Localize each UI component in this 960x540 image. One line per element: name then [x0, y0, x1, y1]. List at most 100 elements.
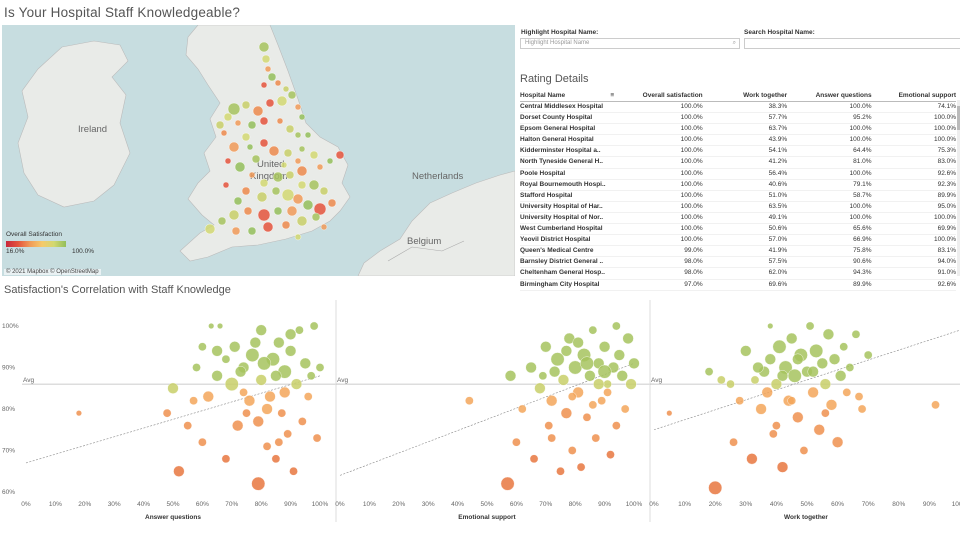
scatter-point[interactable] — [298, 417, 307, 426]
scatter-point[interactable] — [767, 323, 774, 330]
hospital-marker[interactable] — [319, 186, 329, 196]
hospital-marker[interactable] — [268, 145, 280, 157]
scatter-panel-2[interactable]: Avg 0% 10% 20% 30% 40% 50% 60% 70% 80% 90% 100% Work… — [649, 300, 960, 522]
col-work-together[interactable]: Work together — [743, 92, 788, 99]
hospital-marker[interactable] — [261, 54, 271, 64]
scatter-point[interactable] — [529, 454, 539, 464]
hospital-marker[interactable] — [234, 119, 242, 127]
hospital-marker[interactable] — [308, 179, 320, 191]
hospital-marker[interactable] — [265, 98, 275, 108]
scatter-point[interactable] — [851, 329, 861, 339]
scatter-point[interactable] — [666, 410, 673, 417]
hospital-marker[interactable] — [273, 206, 283, 216]
scatter-point[interactable] — [772, 339, 787, 354]
scatter-point[interactable] — [224, 377, 239, 392]
scatter-point[interactable] — [290, 378, 303, 390]
scatter-point[interactable] — [273, 336, 285, 349]
hospital-marker[interactable] — [294, 131, 302, 139]
hospital-marker[interactable] — [276, 117, 284, 125]
hospital-marker[interactable] — [326, 157, 334, 165]
scatter-point[interactable] — [807, 386, 819, 399]
search-input[interactable] — [744, 38, 960, 49]
hospital-marker[interactable] — [272, 171, 284, 183]
hospital-marker[interactable] — [231, 226, 241, 236]
scatter-point[interactable] — [603, 379, 612, 389]
scatter-point[interactable] — [198, 437, 207, 447]
scatter-point[interactable] — [606, 450, 615, 459]
scatter-panel-0[interactable]: Avg 60% 70% 80% 90% 100% 0% 10% 20% 30% 40% 50% 60% 7… — [2, 321, 340, 521]
scatter-point[interactable] — [625, 378, 637, 390]
scatter-point[interactable] — [208, 323, 215, 330]
hospital-marker[interactable] — [241, 186, 251, 196]
scatter-point[interactable] — [255, 374, 267, 386]
scatter-point[interactable] — [538, 371, 548, 381]
sort-icon[interactable]: ≡ — [610, 92, 615, 99]
scatter-point[interactable] — [557, 374, 570, 386]
scatter-point[interactable] — [512, 437, 521, 447]
scatter-point[interactable] — [560, 407, 572, 419]
hospital-marker[interactable] — [327, 198, 337, 208]
col-emotional-support[interactable]: Emotional support — [898, 92, 957, 99]
scatter-point[interactable] — [303, 392, 313, 401]
hospital-marker[interactable] — [282, 85, 290, 93]
hospital-marker[interactable] — [259, 116, 269, 126]
scatter-point[interactable] — [591, 433, 601, 443]
hospital-marker[interactable] — [247, 226, 257, 236]
scatter-point[interactable] — [270, 370, 282, 382]
table-row[interactable]: North Tyneside General H.. 100.0% 41.2% 81.… — [520, 157, 956, 169]
hospital-marker[interactable] — [227, 102, 241, 116]
hospital-marker[interactable] — [222, 181, 230, 189]
scatter-point[interactable] — [183, 421, 192, 430]
scatter-point[interactable] — [857, 404, 867, 414]
scatter-point[interactable] — [309, 321, 319, 331]
scatter-point[interactable] — [813, 424, 825, 436]
hospital-marker[interactable] — [224, 157, 232, 165]
table-row[interactable]: Barnsley District General .. 98.0% 57.5% 90… — [520, 257, 956, 269]
hospital-marker[interactable] — [256, 191, 268, 203]
scatter-point[interactable] — [588, 325, 598, 335]
scatter-point[interactable] — [799, 446, 809, 455]
table-row[interactable]: Stafford Hospital 100.0% 51.0% 58.7% 89.9% — [520, 191, 956, 202]
scatter-point[interactable] — [546, 395, 558, 407]
scatter-point[interactable] — [792, 411, 804, 423]
scatter-point[interactable] — [616, 370, 628, 382]
scatter-point[interactable] — [271, 454, 281, 464]
hospital-marker[interactable] — [204, 223, 216, 235]
hospital-marker[interactable] — [298, 113, 306, 121]
scatter-point[interactable] — [232, 419, 244, 432]
scatter-point[interactable] — [786, 332, 798, 345]
scatter-point[interactable] — [628, 357, 640, 369]
table-row[interactable]: Poole Hospital 100.0% 56.4% 100.0% 92.6% — [520, 169, 956, 180]
scatter-point[interactable] — [547, 433, 556, 443]
scatter-point[interactable] — [809, 344, 824, 358]
scatter-point[interactable] — [603, 388, 612, 397]
scatter-point[interactable] — [792, 353, 804, 365]
hospital-marker[interactable] — [313, 202, 327, 216]
scatter-point[interactable] — [162, 408, 172, 418]
scatter-point[interactable] — [816, 357, 828, 369]
scatter-point[interactable] — [567, 392, 577, 401]
map-attribution[interactable]: © 2021 Mapbox © OpenStreetMap — [4, 269, 101, 275]
hospital-marker[interactable] — [287, 90, 297, 100]
scatter-point[interactable] — [931, 400, 940, 410]
scatter-point[interactable] — [251, 476, 266, 491]
scatter-point[interactable] — [787, 368, 802, 383]
scatter-point[interactable] — [613, 349, 625, 361]
scatter-point[interactable] — [550, 352, 565, 367]
scatter-point[interactable] — [776, 461, 789, 473]
scatter-point[interactable] — [221, 354, 231, 364]
hospital-marker[interactable] — [215, 120, 225, 130]
col-hospital-name[interactable]: Hospital Name — [520, 92, 566, 99]
scatter-point[interactable] — [173, 465, 185, 477]
scatter-point[interactable] — [704, 367, 714, 376]
scatter-point[interactable] — [525, 361, 537, 374]
table-row[interactable]: University Hospital of Nor.. 100.0% 49.1% 1… — [520, 213, 956, 225]
scatter-point[interactable] — [189, 396, 198, 405]
hospital-marker[interactable] — [248, 171, 256, 179]
scatter-point[interactable] — [597, 364, 612, 379]
scatter-point[interactable] — [544, 421, 554, 430]
scatter-point[interactable] — [821, 408, 830, 418]
scatter-point[interactable] — [257, 356, 272, 371]
scatter-point[interactable] — [576, 462, 586, 472]
scatter-point[interactable] — [612, 321, 621, 331]
